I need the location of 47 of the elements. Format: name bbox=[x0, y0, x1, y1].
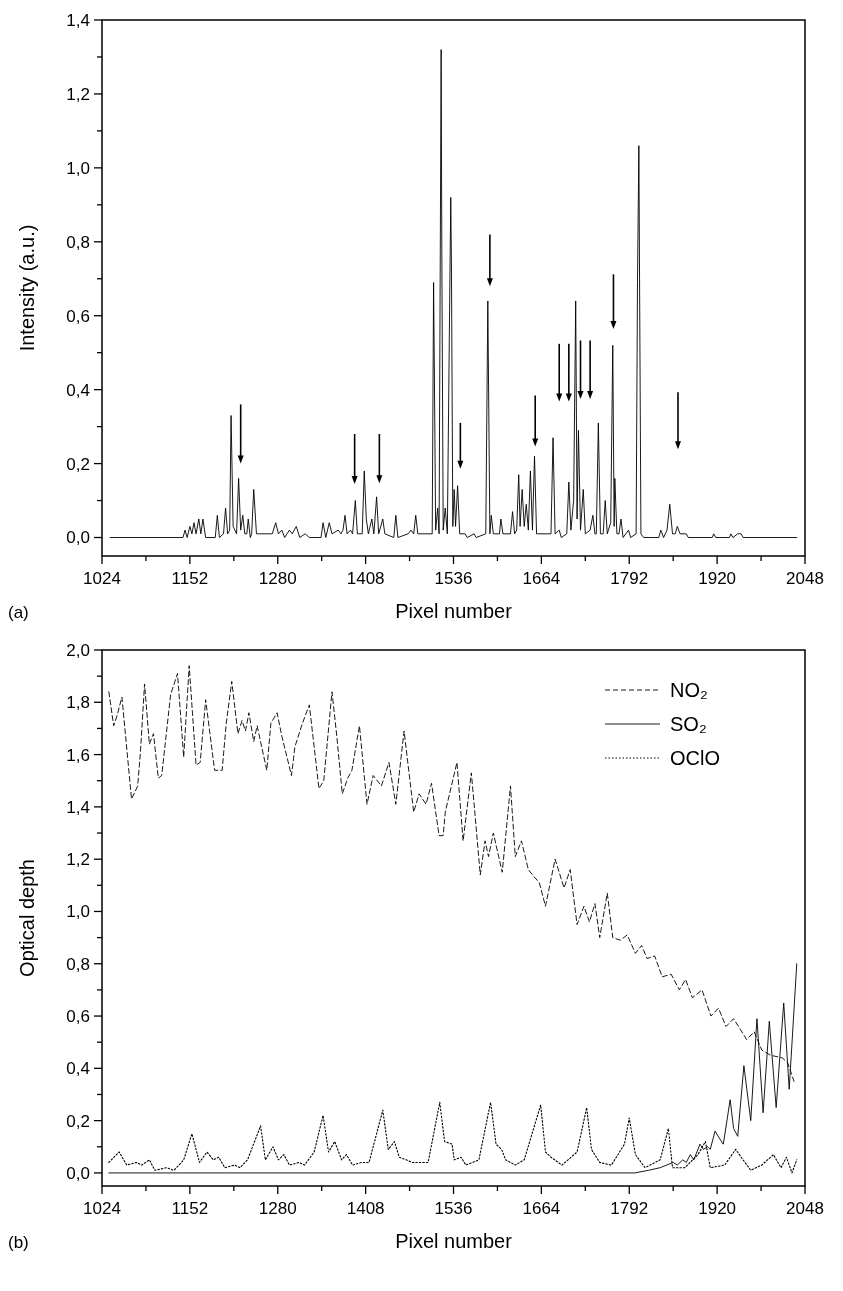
y-tick-label: 1,8 bbox=[66, 693, 90, 713]
x-tick-label: 1920 bbox=[698, 569, 737, 588]
x-tick-label: 1664 bbox=[522, 1199, 561, 1218]
y-tick-label: 1,0 bbox=[66, 902, 90, 922]
x-tick-label: 2048 bbox=[786, 1199, 824, 1218]
y-tick-label: 1,2 bbox=[66, 850, 90, 870]
y-axis-title: Optical depth bbox=[16, 859, 38, 977]
y-tick-label: 0,8 bbox=[66, 954, 90, 974]
y-tick-label: 1,6 bbox=[66, 745, 90, 765]
text: (a) bbox=[8, 603, 29, 622]
x-tick-label: 2048 bbox=[786, 569, 824, 588]
y-tick-label: 0,0 bbox=[66, 1163, 90, 1183]
x-tick-label: 1152 bbox=[171, 569, 209, 588]
y-tick-label: 0,0 bbox=[66, 528, 90, 548]
line-series bbox=[109, 49, 798, 538]
x-tick-label: 1536 bbox=[434, 1199, 473, 1218]
y-tick-label: 1,4 bbox=[66, 10, 90, 30]
x-tick-label: 1280 bbox=[258, 1199, 297, 1218]
x-axis-title: Pixel number bbox=[395, 1230, 513, 1252]
legend-label: SO₂ bbox=[670, 713, 707, 735]
x-tick-label: 1792 bbox=[610, 569, 649, 588]
y-tick-label: 1,4 bbox=[66, 797, 90, 817]
text: (b) bbox=[8, 1233, 29, 1252]
x-tick-label: 1664 bbox=[522, 569, 561, 588]
x-tick-label: 1152 bbox=[171, 1199, 209, 1218]
x-tick-label: 1024 bbox=[83, 1199, 121, 1218]
y-tick-label: 0,8 bbox=[66, 232, 90, 252]
x-tick-label: 1408 bbox=[346, 1199, 385, 1218]
x-tick-label: 1024 bbox=[83, 569, 121, 588]
y-tick-label: 1,0 bbox=[66, 158, 90, 178]
y-tick-label: 1,2 bbox=[66, 84, 90, 104]
y-tick-label: 0,6 bbox=[66, 306, 90, 326]
y-tick-label: 0,4 bbox=[66, 1059, 90, 1079]
y-tick-label: 0,2 bbox=[66, 1111, 90, 1131]
x-tick-label: 1920 bbox=[698, 1199, 737, 1218]
x-axis-title: Pixel number bbox=[395, 600, 513, 622]
x-tick-label: 1280 bbox=[258, 569, 297, 588]
legend-label: OClO bbox=[670, 747, 720, 769]
y-tick-label: 0,2 bbox=[66, 454, 90, 474]
y-tick-label: 2,0 bbox=[66, 640, 90, 660]
x-tick-label: 1536 bbox=[434, 569, 473, 588]
x-tick-label: 1792 bbox=[610, 1199, 649, 1218]
y-axis-title: Intensity (a.u.) bbox=[16, 224, 38, 352]
legend-label: NO₂ bbox=[670, 679, 708, 701]
y-tick-label: 0,6 bbox=[66, 1007, 90, 1026]
x-tick-label: 1408 bbox=[346, 569, 385, 588]
y-tick-label: 0,4 bbox=[66, 380, 90, 400]
